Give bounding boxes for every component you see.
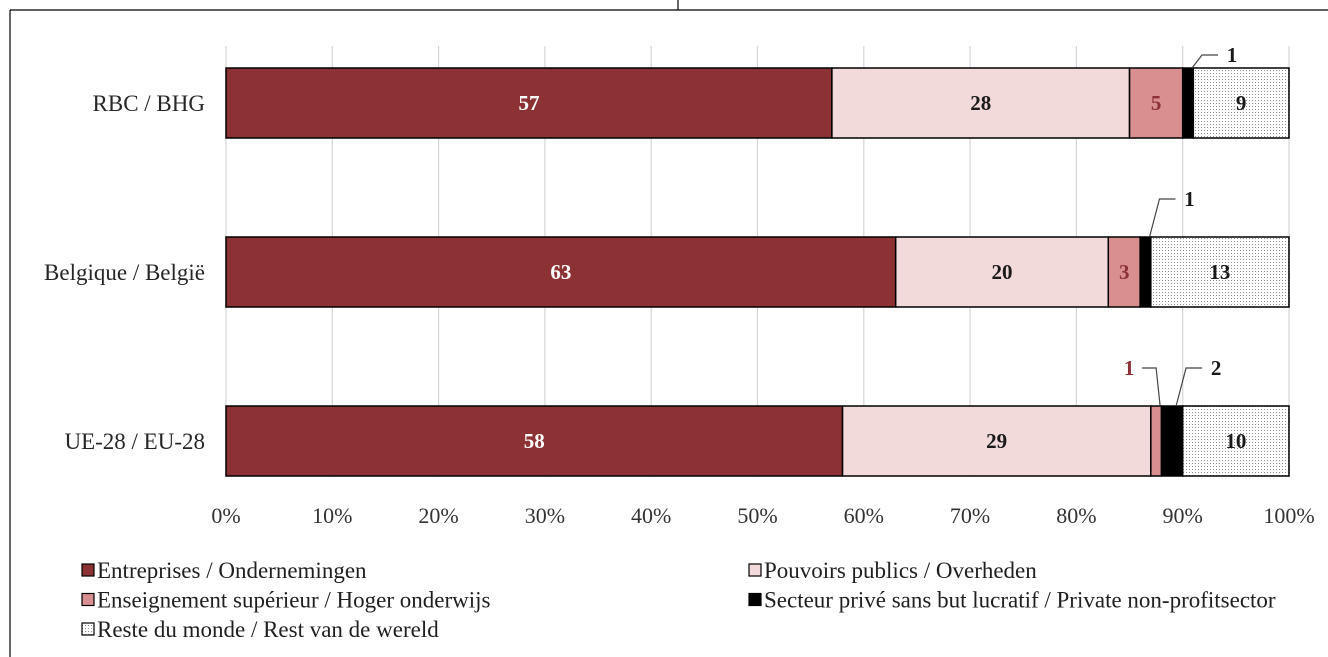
category-label: UE-28 / EU-28 <box>64 429 205 454</box>
bar-segment <box>1150 405 1163 477</box>
legend-swatch <box>748 563 762 577</box>
data-label: 20 <box>991 260 1012 284</box>
bar-segment <box>225 405 844 477</box>
y-axis-category-labels: RBC / BHG Belgique / België UE-28 / EU-28 <box>44 91 205 454</box>
data-label: 9 <box>1236 91 1247 115</box>
legend-item: Pouvoirs publics / Overheden <box>748 558 1037 583</box>
x-tick-label: 90% <box>1163 503 1203 528</box>
bar-segment <box>841 405 1152 477</box>
data-label: 1 <box>1184 187 1195 211</box>
callout-line <box>1191 54 1219 69</box>
legend-label: Reste du monde / Rest van de wereld <box>97 617 439 642</box>
data-label: 10 <box>1225 429 1246 453</box>
legend-item: Reste du monde / Rest van de wereld <box>81 617 439 642</box>
data-label: 3 <box>1119 260 1130 284</box>
data-label: 28 <box>970 91 991 115</box>
legend-swatch <box>81 563 95 577</box>
bar-segment <box>1160 405 1184 477</box>
bar-segment <box>1150 236 1290 308</box>
callout-line <box>1142 367 1161 407</box>
x-tick-label: 80% <box>1056 503 1096 528</box>
bar-segment <box>1181 67 1195 139</box>
bar-segment <box>1107 236 1141 308</box>
x-tick-label: 50% <box>737 503 777 528</box>
legend-item: Enseignement supérieur / Hoger onderwijs <box>81 588 490 613</box>
data-label: 2 <box>1211 356 1222 380</box>
bars <box>225 67 1290 477</box>
x-tick-label: 20% <box>418 503 458 528</box>
data-label: 13 <box>1209 260 1230 284</box>
bar-segment <box>1139 236 1152 308</box>
x-tick-label: 40% <box>631 503 671 528</box>
data-label: 63 <box>550 260 571 284</box>
legend-swatch <box>748 592 762 607</box>
callout-line <box>1148 198 1176 238</box>
category-label: Belgique / België <box>44 260 205 285</box>
callout-line <box>1175 367 1203 407</box>
legend-item: Entreprises / Ondernemingen <box>81 558 367 583</box>
data-label: 1 <box>1227 43 1238 67</box>
legend-label: Secteur privé sans but lucratif / Privat… <box>764 588 1276 613</box>
frame-border <box>9 0 1328 657</box>
x-tick-label: 100% <box>1263 503 1314 528</box>
data-label: 57 <box>518 91 539 115</box>
category-label: RBC / BHG <box>93 91 205 116</box>
data-label: 29 <box>986 429 1007 453</box>
legend-label: Enseignement supérieur / Hoger onderwijs <box>97 588 490 613</box>
bar-segment <box>1192 67 1290 139</box>
legend-item: Secteur privé sans but lucratif / Privat… <box>748 588 1276 613</box>
data-labels: 57 28 5 1 9 63 20 3 1 13 58 29 1 2 10 <box>518 43 1246 453</box>
legend: Entreprises / Ondernemingen Pouvoirs publ… <box>81 558 1276 642</box>
legend-swatch <box>81 592 95 607</box>
legend-label: Entreprises / Ondernemingen <box>97 558 367 583</box>
data-label: 5 <box>1151 91 1162 115</box>
data-label: 58 <box>524 429 545 453</box>
x-tick-label: 60% <box>844 503 884 528</box>
bar-segment <box>1181 405 1290 477</box>
bar-segment <box>894 236 1110 308</box>
data-label: 1 <box>1124 356 1135 380</box>
x-tick-label: 30% <box>525 503 565 528</box>
legend-label: Pouvoirs publics / Overheden <box>764 558 1037 583</box>
x-tick-label: 10% <box>312 503 352 528</box>
x-tick-label: 0% <box>211 503 240 528</box>
legend-swatch <box>81 622 95 636</box>
x-tick-label: 70% <box>950 503 990 528</box>
bar-segment <box>225 236 897 308</box>
x-axis-tick-labels: 0% 10% 20% 30% 40% 50% 60% 70% 80% 90% 100% <box>211 503 1314 528</box>
